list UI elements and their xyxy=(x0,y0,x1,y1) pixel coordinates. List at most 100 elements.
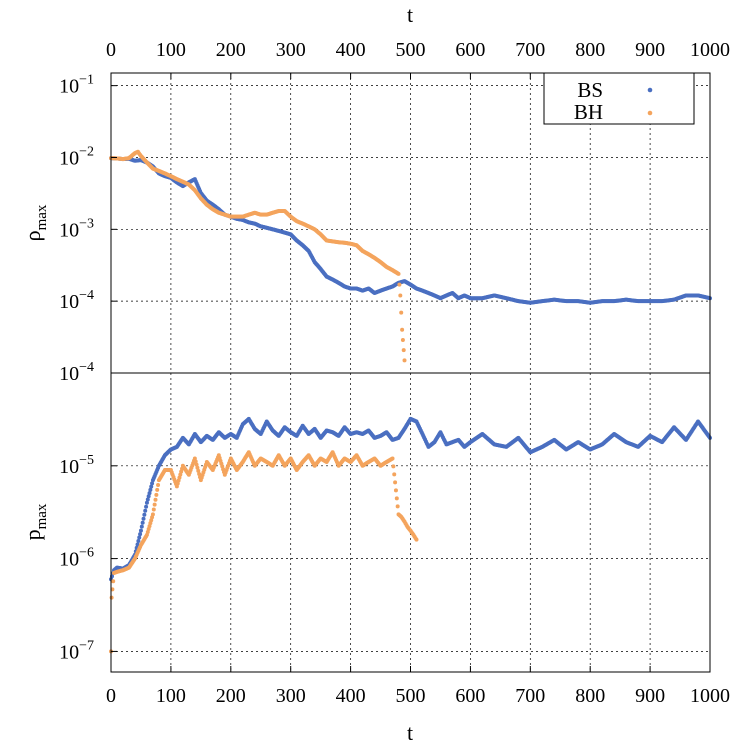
x-tick-label: 300 xyxy=(276,39,306,61)
data-point xyxy=(399,310,404,315)
x-tick-label: 1000 xyxy=(690,685,730,707)
data-point xyxy=(401,348,406,353)
data-point xyxy=(393,480,398,485)
x-tick-label: 800 xyxy=(575,685,605,707)
data-point xyxy=(395,504,400,509)
bottom-x-axis-title: t xyxy=(407,720,413,745)
x-tick-label: 700 xyxy=(515,685,545,707)
p-max-ticks: 0 100 200 300 400 500 600 700 800 900 1000 10−4 10−5… xyxy=(59,360,730,707)
x-tick-label: 900 xyxy=(635,685,665,707)
data-point xyxy=(141,516,146,521)
data-point xyxy=(400,327,405,332)
data-point xyxy=(147,491,152,496)
data-point xyxy=(196,468,201,473)
bottom-y-axis-title-sub: max xyxy=(34,503,50,529)
data-point xyxy=(148,487,153,492)
data-point xyxy=(400,337,405,342)
x-tick-label: 600 xyxy=(455,39,485,61)
data-point xyxy=(139,524,144,529)
x-tick-label: 100 xyxy=(156,685,186,707)
data-point xyxy=(394,496,399,501)
data-point xyxy=(140,520,145,525)
data-point xyxy=(135,542,140,547)
bottom-y-axis-title: pmax xyxy=(20,503,50,540)
data-point xyxy=(156,483,161,488)
p-max-series-bh xyxy=(109,450,419,654)
data-point xyxy=(392,472,397,477)
data-point xyxy=(193,459,198,464)
legend-marker-bs xyxy=(647,87,653,93)
x-tick-label: 500 xyxy=(396,39,426,61)
data-point xyxy=(137,535,142,540)
data-point xyxy=(136,538,141,543)
x-tick-label: 500 xyxy=(396,685,426,707)
data-point xyxy=(396,271,401,276)
x-tick-label: 300 xyxy=(276,685,306,707)
data-point xyxy=(194,462,199,467)
y-tick-label: 10−1 xyxy=(59,73,94,98)
data-point xyxy=(402,358,407,363)
y-tick-label: 10−2 xyxy=(59,144,94,169)
x-tick-label: 700 xyxy=(515,39,545,61)
x-tick-label: 1000 xyxy=(690,39,730,61)
x-tick-label: 400 xyxy=(336,685,366,707)
x-tick-label: 900 xyxy=(635,39,665,61)
data-point xyxy=(145,497,150,502)
x-tick-label: 0 xyxy=(106,685,116,707)
data-point xyxy=(390,456,395,461)
data-point xyxy=(414,537,419,542)
data-point xyxy=(143,508,148,513)
legend: BS BH xyxy=(543,72,695,125)
data-point xyxy=(397,282,402,287)
data-point xyxy=(146,494,151,499)
x-tick-label: 800 xyxy=(575,39,605,61)
data-point xyxy=(154,492,159,497)
data-point xyxy=(111,579,116,584)
top-y-axis-title-main: ρ xyxy=(20,230,45,241)
legend-marker-bh xyxy=(647,110,653,116)
y-tick-label: 10−3 xyxy=(59,216,94,241)
x-tick-label: 0 xyxy=(106,39,116,61)
y-tick-label: 10−7 xyxy=(59,638,94,663)
data-point xyxy=(150,512,155,517)
data-point xyxy=(398,293,403,298)
y-tick-label: 10−5 xyxy=(59,453,94,478)
x-tick-label: 100 xyxy=(156,39,186,61)
top-y-axis-title-sub: max xyxy=(34,204,50,230)
legend-label-bh: BH xyxy=(574,100,603,124)
data-point xyxy=(149,484,154,489)
rho-max-panel: 0 100 200 300 400 500 600 700 800 900 1000 10−1 10−2… xyxy=(20,2,730,374)
data-point xyxy=(192,456,197,461)
data-point xyxy=(391,464,396,469)
top-x-axis-title: t xyxy=(407,2,413,27)
data-point xyxy=(150,481,155,486)
data-point xyxy=(152,502,157,507)
data-point xyxy=(195,465,200,470)
y-tick-label: 10−6 xyxy=(59,546,94,571)
bottom-y-axis-title-main: p xyxy=(20,529,45,540)
x-tick-label: 600 xyxy=(455,685,485,707)
data-point xyxy=(138,528,143,533)
rho-max-series-bh xyxy=(109,149,407,363)
x-tick-label: 400 xyxy=(336,39,366,61)
x-tick-label: 200 xyxy=(216,685,246,707)
data-point xyxy=(153,497,158,502)
y-tick-label: 10−4 xyxy=(59,288,94,313)
rho-max-ticks: 0 100 200 300 400 500 600 700 800 900 1000 10−1 10−2… xyxy=(59,39,730,313)
data-point xyxy=(142,512,147,517)
data-point xyxy=(155,487,160,492)
data-point xyxy=(109,595,114,600)
data-point xyxy=(138,532,143,537)
top-y-axis-title: ρmax xyxy=(20,204,50,241)
data-point xyxy=(151,507,156,512)
data-point xyxy=(144,504,149,509)
y-tick-label: 10−4 xyxy=(59,360,94,385)
legend-label-bs: BS xyxy=(577,78,603,102)
data-point xyxy=(393,488,398,493)
data-point xyxy=(144,500,149,505)
x-tick-label: 200 xyxy=(216,39,246,61)
p-max-panel: 0 100 200 300 400 500 600 700 800 900 1000 10−4 10−5… xyxy=(20,360,730,745)
legend-box xyxy=(543,72,695,125)
data-point xyxy=(197,471,202,476)
